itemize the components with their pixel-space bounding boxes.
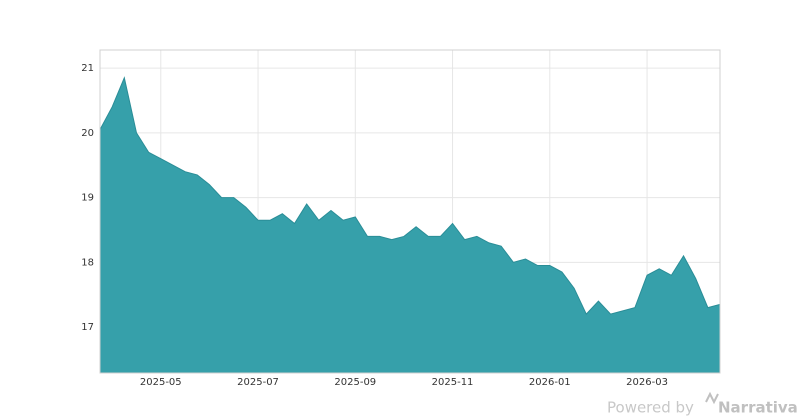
x-tick-label: 2025-09 [334,377,376,388]
x-tick-label: 2026-03 [626,377,668,388]
x-tick-label: 2025-07 [237,377,279,388]
area [99,76,721,374]
y-tick-label: 20 [81,128,94,139]
plot-border [99,49,721,374]
brand: Narrativa [718,399,798,417]
y-tick-label: 17 [81,322,94,333]
y-tick-label: 21 [81,63,94,74]
powered-by: Powered by [607,399,694,417]
brand-logo [705,391,719,405]
x-tick-label: 2026-01 [529,377,571,388]
y-tick-label: 19 [81,193,94,204]
x-tick-label: 2025-11 [432,377,474,388]
y-tick-label: 18 [81,257,94,268]
x-tick-label: 2025-05 [140,377,182,388]
